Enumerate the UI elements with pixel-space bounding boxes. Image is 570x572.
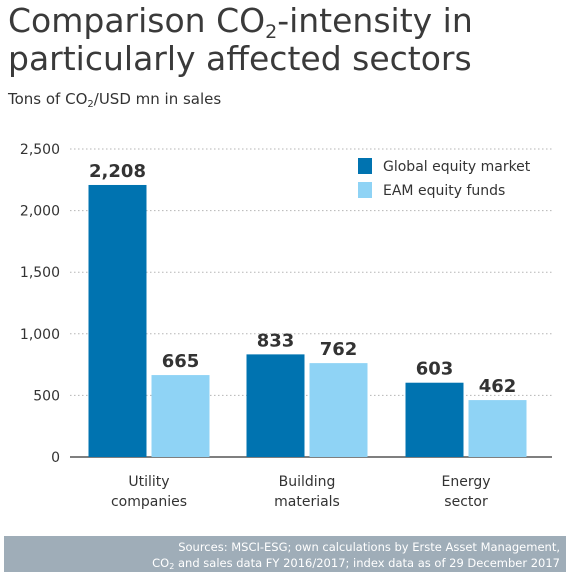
y-axis-unit-label: Tons of CO2/USD mn in sales [8, 90, 222, 110]
source-footnote: Sources: MSCI-ESG; own calculations by E… [4, 536, 566, 572]
bar-value-label: 603 [416, 359, 454, 380]
y-tick-label: 1,500 [20, 265, 60, 281]
bar [88, 184, 147, 457]
bar-chart: 0 500 1,000 1,500 2,000 2,500 2,208 833 603 665 7… [20, 142, 552, 510]
y-tick-label: 500 [33, 388, 60, 404]
y-axis-ticks: 0 500 1,000 1,500 2,000 2,500 [20, 142, 60, 466]
y-tick-label: 2,500 [20, 142, 60, 158]
bar-value-label: 833 [257, 330, 295, 351]
legend-label: EAM equity funds [383, 183, 505, 199]
x-tick-label: Energy [441, 474, 490, 490]
source-line-2: CO2 and sales data FY 2016/2017; index d… [152, 556, 560, 571]
x-tick-label: companies [111, 494, 187, 510]
bar [246, 354, 305, 457]
chart-title-line-2: particularly affected sectors [8, 39, 472, 78]
x-axis-labels: Utility companies Building materials Energy s… [111, 474, 491, 510]
legend-label: Global equity market [383, 159, 531, 175]
x-tick-label: Utility [128, 474, 169, 490]
bar-value-label: 665 [162, 351, 200, 372]
source-line-1: Sources: MSCI-ESG; own calculations by E… [178, 540, 560, 554]
legend: Global equity market EAM equity funds [358, 158, 531, 199]
bar-value-label: 462 [479, 376, 517, 397]
x-tick-label: sector [444, 494, 488, 510]
chart-title-line-1: Comparison CO2-intensity in [8, 1, 473, 43]
bar-value-label: 762 [320, 339, 358, 360]
bar [405, 382, 464, 457]
value-labels: 2,208 833 603 665 762 462 [89, 161, 516, 397]
bar [151, 375, 210, 457]
y-tick-label: 0 [51, 450, 60, 466]
bar [468, 400, 527, 457]
legend-swatch [358, 182, 372, 198]
bar-value-label: 2,208 [89, 161, 146, 182]
y-tick-label: 1,000 [20, 327, 60, 343]
bars [88, 184, 527, 457]
x-tick-label: materials [274, 494, 340, 510]
y-tick-label: 2,000 [20, 204, 60, 220]
x-tick-label: Building [279, 474, 336, 490]
legend-swatch [358, 158, 372, 174]
bar [309, 363, 368, 457]
chart-title: Comparison CO2-intensity in particularly… [8, 2, 564, 78]
